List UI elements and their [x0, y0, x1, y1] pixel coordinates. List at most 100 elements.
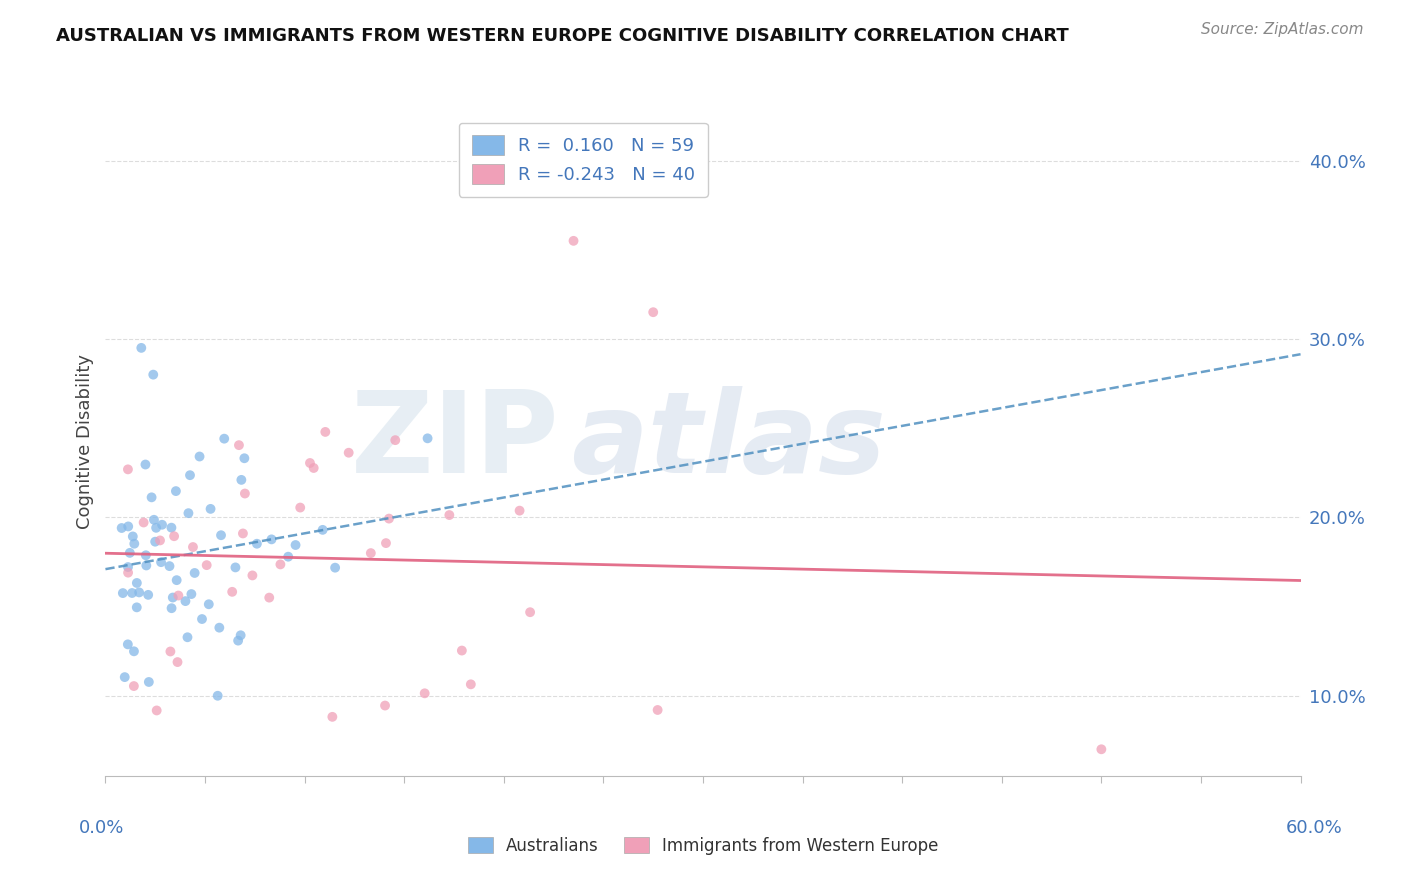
- Point: [167, 589, 190, 603]
- Point: [1090, 742, 1112, 756]
- Point: [208, 621, 231, 635]
- Point: [160, 601, 183, 615]
- Point: [179, 468, 201, 483]
- Point: [260, 533, 283, 547]
- Point: [121, 586, 143, 600]
- Point: [269, 558, 291, 572]
- Point: [360, 546, 382, 560]
- Point: [111, 586, 134, 600]
- Point: [384, 433, 406, 447]
- Point: [209, 528, 232, 542]
- Point: [117, 462, 139, 476]
- Point: [242, 568, 264, 582]
- Point: [647, 703, 669, 717]
- Point: [221, 584, 243, 599]
- Point: [212, 432, 235, 446]
- Point: [141, 491, 163, 505]
- Point: [181, 540, 204, 554]
- Point: [231, 473, 253, 487]
- Point: [135, 558, 157, 573]
- Point: [232, 526, 254, 541]
- Point: [165, 484, 187, 499]
- Point: [124, 537, 146, 551]
- Point: [226, 633, 249, 648]
- Point: [136, 588, 159, 602]
- Point: [224, 560, 246, 574]
- Point: [122, 644, 145, 658]
- Point: [132, 516, 155, 530]
- Text: Source: ZipAtlas.com: Source: ZipAtlas.com: [1201, 22, 1364, 37]
- Point: [302, 461, 325, 475]
- Point: [143, 513, 166, 527]
- Point: [323, 560, 346, 574]
- Legend: R =  0.160   N = 59, R = -0.243   N = 40: R = 0.160 N = 59, R = -0.243 N = 40: [458, 123, 709, 197]
- Text: 60.0%: 60.0%: [1286, 819, 1343, 837]
- Point: [111, 521, 134, 535]
- Point: [314, 425, 336, 439]
- Point: [439, 508, 461, 522]
- Point: [321, 710, 343, 724]
- Point: [450, 643, 472, 657]
- Point: [643, 305, 665, 319]
- Point: [183, 566, 205, 580]
- Point: [145, 703, 167, 717]
- Point: [180, 587, 202, 601]
- Point: [142, 368, 165, 382]
- Point: [160, 521, 183, 535]
- Point: [374, 698, 396, 713]
- Point: [176, 630, 198, 644]
- Point: [125, 600, 148, 615]
- Point: [177, 506, 200, 520]
- Point: [298, 456, 321, 470]
- Point: [122, 679, 145, 693]
- Legend: Australians, Immigrants from Western Europe: Australians, Immigrants from Western Eur…: [461, 830, 945, 862]
- Point: [519, 605, 541, 619]
- Point: [197, 597, 219, 611]
- Point: [150, 555, 173, 569]
- Point: [143, 534, 166, 549]
- Point: [290, 500, 312, 515]
- Point: [162, 591, 184, 605]
- Point: [166, 655, 188, 669]
- Point: [188, 450, 211, 464]
- Point: [228, 438, 250, 452]
- Point: [117, 637, 139, 651]
- Text: 0.0%: 0.0%: [79, 819, 124, 837]
- Point: [460, 677, 482, 691]
- Point: [129, 341, 153, 355]
- Point: [562, 234, 585, 248]
- Point: [117, 560, 139, 574]
- Point: [195, 558, 218, 573]
- Point: [416, 431, 439, 445]
- Point: [284, 538, 307, 552]
- Point: [149, 533, 172, 548]
- Point: [159, 559, 181, 574]
- Point: [200, 502, 222, 516]
- Point: [311, 523, 333, 537]
- Point: [138, 675, 160, 690]
- Point: [233, 451, 256, 466]
- Point: [229, 628, 252, 642]
- Point: [159, 644, 181, 658]
- Point: [233, 486, 256, 500]
- Point: [117, 566, 139, 580]
- Point: [337, 446, 360, 460]
- Point: [174, 594, 197, 608]
- Point: [191, 612, 214, 626]
- Point: [118, 546, 141, 560]
- Text: atlas: atlas: [571, 386, 886, 497]
- Point: [150, 517, 173, 532]
- Point: [207, 689, 229, 703]
- Point: [114, 670, 136, 684]
- Point: [134, 458, 156, 472]
- Point: [135, 549, 157, 563]
- Point: [163, 529, 186, 543]
- Point: [509, 503, 531, 517]
- Point: [246, 537, 269, 551]
- Point: [125, 576, 148, 591]
- Point: [277, 549, 299, 564]
- Y-axis label: Cognitive Disability: Cognitive Disability: [76, 354, 94, 529]
- Point: [121, 529, 143, 543]
- Point: [375, 536, 398, 550]
- Point: [166, 573, 188, 587]
